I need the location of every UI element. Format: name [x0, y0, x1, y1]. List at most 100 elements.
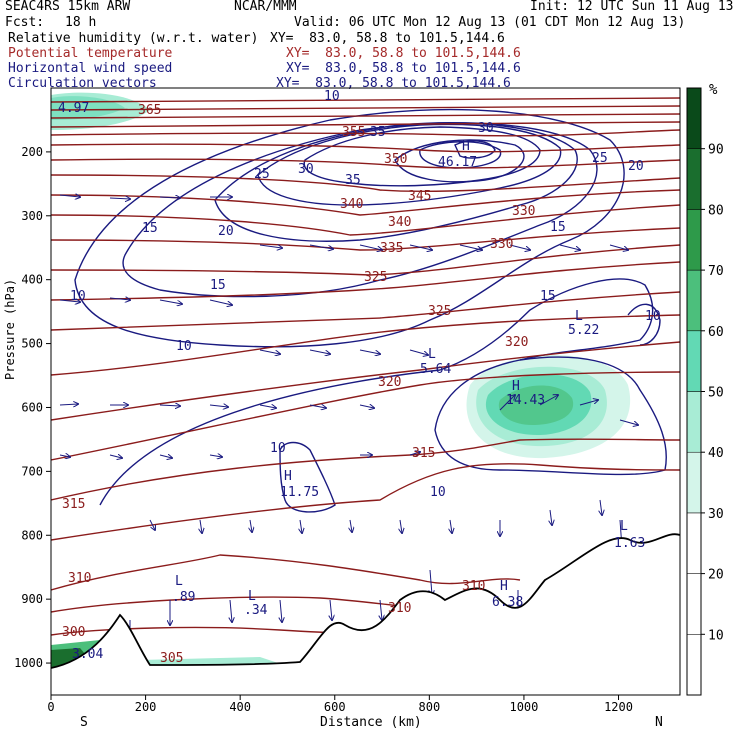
y-tick-label: 400: [21, 273, 43, 287]
y-tick-label: 200: [21, 145, 43, 159]
rh-labels: 4.97 3.04: [58, 101, 103, 662]
extremum-value: 5.64: [420, 362, 451, 377]
theta-label: 340: [340, 197, 363, 212]
theta-labels: 365 355 350 345 340 340 335 330 330 325 …: [62, 103, 535, 666]
wind-label: 10: [70, 289, 86, 304]
colorbar-label: 40: [708, 446, 724, 461]
plot-frame: [50, 87, 681, 696]
wind-label: 30: [478, 121, 494, 136]
theta-label: 310: [462, 579, 485, 594]
wind-label: 10: [430, 485, 446, 500]
wind-label: 10: [324, 89, 340, 104]
field-vectors-name: Circulation vectors: [8, 76, 157, 91]
theta-label: 325: [428, 304, 451, 319]
wind-labels: 15 20 25 30 35 35 30 25 20 15 15 10 10 1…: [70, 89, 661, 500]
theta-label: 320: [505, 335, 528, 350]
colorbar-unit: %: [709, 82, 718, 98]
extremum-value: 6.38: [492, 595, 523, 610]
extremum-value: 46.17: [438, 155, 477, 170]
wind-label: 15: [142, 221, 158, 236]
theta-contours: [51, 97, 680, 636]
wind-label: 10: [645, 309, 661, 324]
extremum-value: 14.43: [506, 393, 545, 408]
theta-label: 355: [342, 125, 365, 140]
y-tick-label: 600: [21, 400, 43, 414]
extremum-value: 1.63: [614, 536, 645, 551]
x-end-left-label: S: [80, 715, 88, 730]
field-rh-name: Relative humidity (w.r.t. water): [8, 31, 259, 46]
x-axis-label: Distance (km): [320, 715, 422, 730]
colorbar-label: 90: [708, 143, 724, 158]
colorbar-swatch: [686, 634, 702, 696]
wind-label: 35: [370, 125, 386, 140]
extremum-kind: L: [248, 589, 256, 604]
colorbar-swatch: [686, 148, 702, 210]
field-wind-name: Horizontal wind speed: [8, 61, 173, 76]
colorbar: % 10 20 30 40 50 60 70 80 90: [686, 82, 724, 696]
colorbar-label: 50: [708, 386, 724, 401]
circulation-vectors: [59, 195, 638, 650]
colorbar-swatch: [686, 209, 702, 271]
rh-label: 4.97: [58, 101, 89, 116]
colorbar-swatch: [686, 512, 702, 574]
org-label: NCAR/MMM: [234, 0, 297, 14]
theta-label: 305: [160, 651, 183, 666]
theta-label: 335: [380, 241, 403, 256]
y-tick-label: 300: [21, 209, 43, 223]
theta-label: 310: [388, 601, 411, 616]
extremum-kind: L: [575, 309, 583, 324]
theta-label: 320: [378, 375, 401, 390]
colorbar-label: 80: [708, 203, 724, 218]
theta-label: 315: [62, 497, 85, 512]
colorbar-swatch: [686, 87, 702, 149]
theta-label: 365: [138, 103, 161, 118]
theta-label: 310: [68, 571, 91, 586]
theta-label: 345: [408, 189, 431, 204]
theta-label: 300: [62, 625, 85, 640]
field-wind-xy: XY= 83.0, 58.8 to 101.5,144.6: [286, 61, 521, 76]
x-tick-label: 1200: [604, 700, 633, 714]
init-time: Init: 12 UTC Sun 11 Aug 13: [530, 0, 734, 14]
extremum-kind: H: [462, 139, 470, 154]
wind-label: 30: [298, 162, 314, 177]
colorbar-label: 20: [708, 568, 724, 583]
model-title: SEAC4RS 15km ARW: [5, 0, 131, 14]
x-tick-label: 1000: [509, 700, 538, 714]
wind-label: 20: [218, 224, 234, 239]
y-axis-label: Pressure (hPa): [3, 279, 17, 380]
x-tick-label: 600: [324, 700, 346, 714]
theta-label: 315: [412, 446, 435, 461]
theta-label: 330: [512, 204, 535, 219]
x-tick-label: 400: [229, 700, 251, 714]
theta-label: 350: [384, 152, 407, 167]
wind-label: 10: [176, 339, 192, 354]
wind-label: 35: [345, 173, 361, 188]
wind-label: 15: [210, 278, 226, 293]
extremum-kind: H: [500, 579, 508, 594]
x-tick-label: 800: [419, 700, 441, 714]
y-tick-label: 700: [21, 464, 43, 478]
theta-label: 325: [364, 270, 387, 285]
valid-time: Valid: 06 UTC Mon 12 Aug 13 (01 CDT Mon …: [294, 15, 686, 30]
y-tick-label: 1000: [14, 656, 43, 670]
extremum-kind: L: [175, 574, 183, 589]
wind-label: 10: [270, 441, 286, 456]
colorbar-swatch: [686, 269, 702, 332]
x-end-right-label: N: [655, 715, 663, 730]
extremum-value: .89: [172, 590, 195, 605]
terrain: [51, 533, 680, 695]
wind-label: 25: [254, 167, 270, 182]
y-tick-label: 800: [21, 528, 43, 542]
y-tick-label: 900: [21, 592, 43, 606]
field-vectors-xy: XY= 83.0, 58.8 to 101.5,144.6: [276, 76, 511, 91]
wind-label: 25: [592, 151, 608, 166]
extremum-value: 11.75: [280, 485, 319, 500]
extremum-kind: L: [428, 347, 436, 362]
y-axis: 200 300 400 500 600 700 800 900 1000: [14, 145, 51, 670]
colorbar-label: 10: [708, 628, 724, 643]
extremum-kind: H: [284, 469, 292, 484]
theta-label: 340: [388, 215, 411, 230]
wind-label: 20: [628, 159, 644, 174]
extremum-value: 5.22: [568, 323, 599, 338]
